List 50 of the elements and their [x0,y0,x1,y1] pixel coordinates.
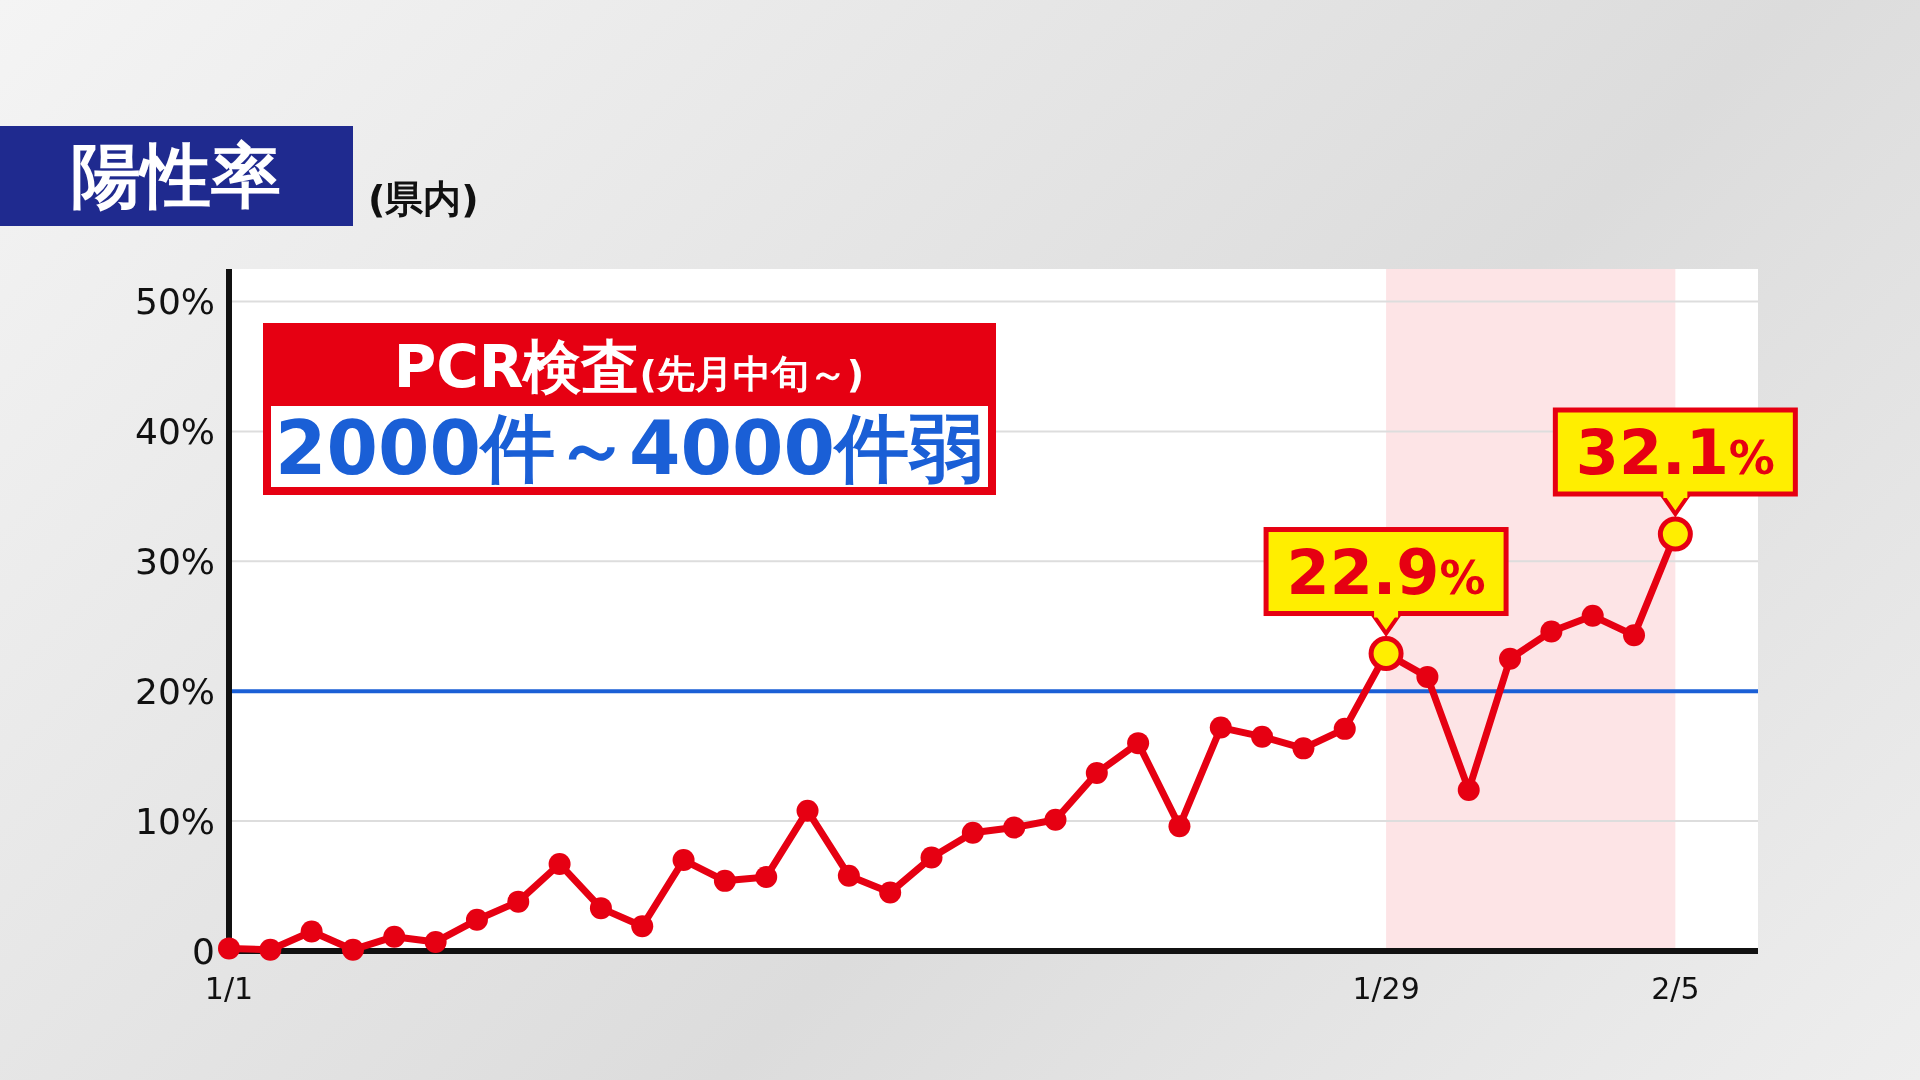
chart-title: 陽性率 [71,135,281,217]
x-tick-label: 1/29 [1352,971,1420,1006]
point [300,920,323,943]
y-tick-label: 40% [134,411,215,453]
chart-subtitle: (県内) [368,177,479,221]
point [1003,816,1026,839]
point [548,852,571,875]
point [1085,762,1108,785]
point [713,869,736,892]
point [383,925,406,948]
point [920,846,943,869]
point [589,897,612,920]
point [1499,647,1522,670]
point [755,865,778,888]
point [1168,815,1191,838]
point [507,890,530,913]
point [341,938,364,961]
point [424,930,447,953]
annotation: 2000件～4000件弱 [275,405,983,491]
point [1251,725,1274,748]
point [1044,808,1067,831]
point [631,915,654,938]
point [1416,665,1439,688]
note-box: PCR検査(先月中旬～) 2000件～4000件弱 [263,323,996,495]
y-tick-label: 20% [134,671,215,713]
point [1581,604,1604,627]
point [1457,778,1480,801]
annotation: PCR検査(先月中旬～) [393,333,865,401]
y-tick-label: 10% [134,801,215,843]
data-label: 32.1% [1575,416,1775,490]
point [1540,620,1563,643]
point [879,881,902,904]
point [1127,732,1150,755]
data-label: 22.9% [1286,535,1486,609]
y-tick-label: 30% [134,541,215,583]
y-tick-label: 50% [134,281,215,323]
point [837,864,860,887]
point [1623,624,1646,647]
point [796,799,819,822]
point [1333,717,1356,740]
point [961,821,984,844]
x-tick-label: 1/1 [204,971,254,1006]
point [465,908,488,931]
point [259,938,282,961]
point [672,849,695,872]
point [218,937,240,960]
point [1209,716,1232,739]
point [1292,737,1315,760]
y-tick-label: 0 [192,931,215,972]
x-tick-label: 2/5 [1651,971,1700,1006]
